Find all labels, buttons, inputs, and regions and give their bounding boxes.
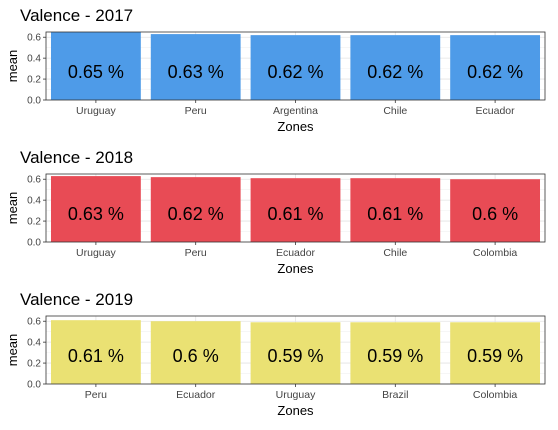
x-tick-label: Uruguay (276, 389, 316, 401)
chart-title: Valence - 2019 (20, 290, 133, 309)
x-axis-label: Zones (277, 261, 314, 276)
data-label: 0.63 % (68, 204, 124, 224)
x-tick-label: Peru (85, 389, 107, 401)
data-label: 0.63 % (168, 62, 224, 82)
data-label: 0.59 % (467, 346, 523, 366)
x-tick-label: Uruguay (76, 105, 116, 117)
bar-colombia (450, 322, 541, 384)
chart-title: Valence - 2017 (20, 6, 133, 25)
y-tick-label: 0.6 (27, 317, 41, 328)
y-tick-label: 0.6 (27, 175, 41, 186)
y-tick-label: 0.6 (27, 33, 41, 44)
y-tick-label: 0.2 (27, 359, 41, 370)
chart-panel-3: Valence - 2019 0.61 % 0.6 % 0.59 % 0.59 % 0.5… (5, 290, 546, 418)
x-tick-label: Chile (383, 105, 407, 117)
x-tick-label: Uruguay (76, 247, 116, 259)
data-label: 0.62 % (467, 62, 523, 82)
y-tick-label: 0.2 (27, 75, 41, 86)
bar-argentina (250, 35, 341, 101)
bar-ecuador (150, 321, 241, 384)
x-tick-label: Ecuador (276, 247, 316, 259)
y-tick-label: 0.0 (27, 238, 41, 249)
x-tick-label: Colombia (473, 389, 518, 401)
chart-title: Valence - 2018 (20, 148, 133, 167)
y-axis-label: mean (5, 50, 20, 83)
x-tick-label: Ecuador (176, 389, 216, 401)
y-tick-label: 0.0 (27, 96, 41, 107)
bar-uruguay (50, 32, 141, 100)
data-label: 0.62 % (267, 62, 323, 82)
x-tick-label: Argentina (273, 105, 318, 117)
y-axis-label: mean (5, 192, 20, 225)
x-tick-label: Brazil (382, 389, 408, 401)
data-label: 0.59 % (267, 346, 323, 366)
x-tick-label: Colombia (473, 247, 518, 259)
data-label: 0.6 % (472, 204, 518, 224)
data-label: 0.61 % (68, 346, 124, 366)
bar-brazil (350, 322, 441, 384)
bar-uruguay (250, 322, 341, 384)
data-label: 0.59 % (367, 346, 423, 366)
data-label: 0.62 % (367, 62, 423, 82)
y-tick-label: 0.4 (27, 54, 41, 65)
data-label: 0.61 % (267, 204, 323, 224)
x-tick-label: Peru (185, 247, 207, 259)
bar-uruguay (50, 176, 141, 242)
bar-ecuador (450, 35, 541, 101)
bar-chile (350, 178, 441, 242)
bar-peru (150, 34, 241, 100)
data-label: 0.6 % (173, 346, 219, 366)
y-tick-label: 0.4 (27, 196, 41, 207)
chart-panel-1: Valence - 2017 0.65 % 0.63 % 0.62 % 0.62 % 0.… (5, 6, 546, 134)
x-axis-label: Zones (277, 119, 314, 134)
bar-chile (350, 35, 441, 101)
data-label: 0.62 % (168, 204, 224, 224)
bar-colombia (450, 179, 541, 242)
y-tick-label: 0.2 (27, 217, 41, 228)
bar-peru (50, 320, 141, 384)
chart-panel-2: Valence - 2018 0.63 % 0.62 % 0.61 % 0.61 % 0.… (5, 148, 546, 276)
x-tick-label: Peru (185, 105, 207, 117)
bar-ecuador (250, 178, 341, 242)
x-axis-label: Zones (277, 403, 314, 418)
y-axis-label: mean (5, 334, 20, 367)
x-tick-label: Ecuador (476, 105, 516, 117)
data-label: 0.65 % (68, 62, 124, 82)
data-label: 0.61 % (367, 204, 423, 224)
x-tick-label: Chile (383, 247, 407, 259)
bar-peru (150, 177, 241, 242)
y-tick-label: 0.0 (27, 380, 41, 391)
y-tick-label: 0.4 (27, 338, 41, 349)
